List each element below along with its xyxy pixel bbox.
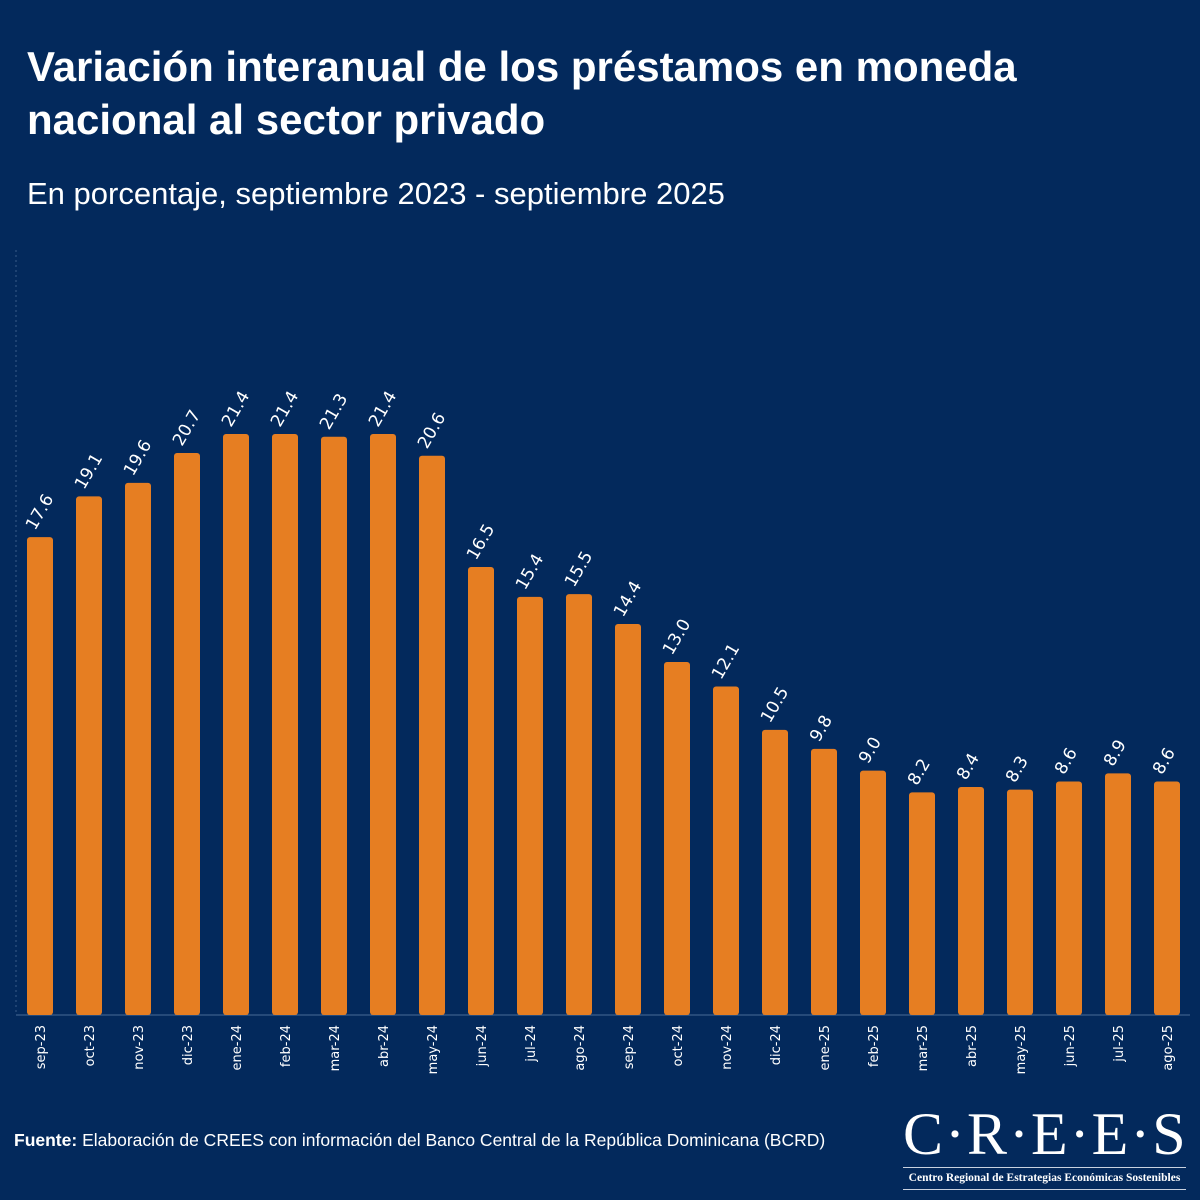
data-label: 21.3: [316, 390, 352, 433]
source-label: Fuente:: [14, 1130, 78, 1150]
x-tick-label: abr-25: [965, 1025, 980, 1067]
bar: [909, 792, 935, 1015]
x-tick-label: ago-24: [573, 1025, 588, 1071]
x-tick-label: abr-24: [377, 1025, 392, 1067]
logo-main: C·R·E·E·S: [903, 1101, 1188, 1167]
data-label: 17.6: [22, 491, 58, 534]
data-label: 21.4: [218, 388, 254, 431]
bar: [860, 770, 886, 1015]
bar: [419, 455, 445, 1016]
bar: [223, 433, 249, 1015]
chart-title: Variación interanual de los préstamos en…: [27, 43, 1017, 143]
data-label: 9.8: [806, 712, 837, 745]
bar: [811, 748, 837, 1015]
data-label: 14.4: [610, 578, 646, 621]
data-label: 20.6: [414, 409, 450, 452]
x-tick-label: nov-23: [132, 1025, 147, 1070]
x-tick-label: jun-24: [475, 1025, 490, 1067]
x-tick-label: oct-24: [671, 1025, 686, 1066]
x-tick-label: sep-24: [622, 1025, 637, 1069]
bar: [517, 596, 543, 1015]
data-label: 21.4: [267, 388, 303, 431]
bar: [762, 729, 788, 1015]
bar: [321, 436, 347, 1016]
x-tick-label: jul-24: [524, 1025, 539, 1063]
logo-subtitle: Centro Regional de Estrategias Económica…: [903, 1167, 1186, 1190]
data-label: 15.4: [512, 551, 548, 594]
x-tick-label: ene-24: [230, 1025, 245, 1070]
bar: [468, 567, 494, 1015]
data-label: 8.6: [1051, 745, 1082, 778]
x-tick-label: mar-25: [916, 1025, 931, 1071]
source-note: Fuente: Elaboración de CREES con informa…: [14, 1130, 825, 1151]
bar: [713, 686, 739, 1015]
bar: [370, 433, 396, 1015]
data-label: 8.2: [904, 755, 935, 788]
data-label: 8.4: [953, 750, 984, 783]
data-label: 8.6: [1149, 745, 1180, 778]
x-tick-label: may-25: [1014, 1025, 1029, 1074]
x-tick-label: jul-25: [1112, 1025, 1127, 1063]
bar: [27, 537, 53, 1015]
data-label: 8.9: [1100, 736, 1131, 769]
x-tick-label: sep-23: [34, 1025, 49, 1069]
source-text: Elaboración de CREES con información del…: [77, 1130, 826, 1150]
x-tick-label: ene-25: [818, 1025, 833, 1070]
data-label: 16.5: [463, 521, 499, 564]
bar: [1056, 781, 1082, 1015]
bar: [1105, 773, 1131, 1015]
crees-logo: C·R·E·E·S Centro Regional de Estrategias…: [903, 1103, 1186, 1190]
data-label: 19.6: [120, 437, 156, 480]
data-label: 20.7: [169, 407, 205, 450]
x-tick-label: feb-25: [867, 1025, 882, 1067]
bar: [566, 594, 592, 1015]
bar: [76, 496, 102, 1015]
data-label: 19.1: [71, 450, 107, 493]
bar: [958, 786, 984, 1015]
data-label: 12.1: [708, 640, 744, 683]
data-label: 9.0: [855, 734, 886, 767]
x-tick-label: feb-24: [279, 1025, 294, 1067]
data-label: 21.4: [365, 388, 401, 431]
x-tick-label: dic-24: [769, 1025, 784, 1065]
x-tick-label: may-24: [426, 1025, 441, 1074]
x-tick-label: ago-25: [1161, 1025, 1176, 1071]
x-tick-label: nov-24: [720, 1025, 735, 1070]
x-tick-label: dic-23: [181, 1025, 196, 1065]
chart-subtitle: En porcentaje, septiembre 2023 - septiem…: [27, 176, 725, 211]
data-label: 10.5: [757, 684, 793, 727]
bar: [272, 433, 298, 1015]
bar: [1007, 789, 1033, 1015]
x-tick-label: jun-25: [1063, 1025, 1078, 1067]
bar: [174, 452, 200, 1015]
data-label: 8.3: [1002, 753, 1033, 786]
x-tick-label: mar-24: [328, 1025, 343, 1071]
x-tick-label: oct-23: [83, 1025, 98, 1066]
data-label: 13.0: [659, 616, 695, 659]
data-label: 15.5: [561, 548, 597, 591]
bar: [664, 662, 690, 1015]
bar: [615, 624, 641, 1015]
bar: [1154, 781, 1180, 1015]
bar: [125, 482, 151, 1015]
